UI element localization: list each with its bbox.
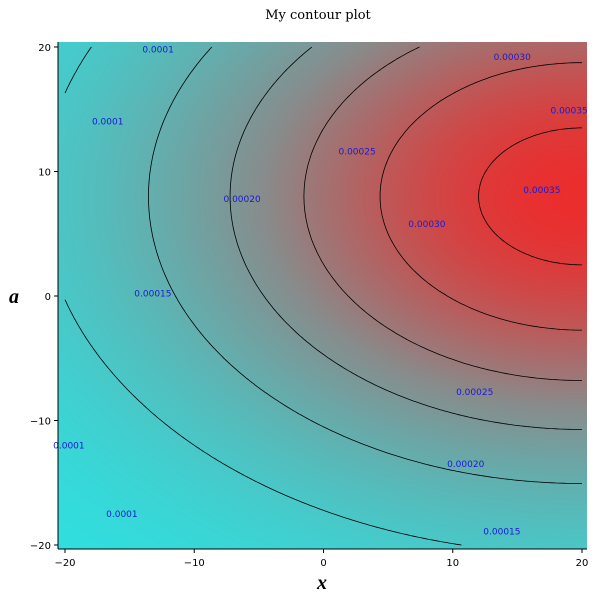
- contour-label: 0.00035: [550, 107, 587, 117]
- contour-line-0.00015: [148, 46, 582, 484]
- heatmap-surface: [58, 42, 587, 549]
- contour-label: 0.00025: [456, 388, 493, 398]
- contour-line-0.0001: [64, 46, 462, 546]
- contour-label: 0.00030: [408, 220, 445, 230]
- contour-label: 0.00020: [447, 460, 484, 470]
- contour-label: 0.0001: [142, 46, 174, 56]
- contour-label: 0.00015: [483, 527, 520, 537]
- y-axis-label: a: [9, 286, 19, 308]
- contour-label: 0.00035: [523, 186, 560, 196]
- x-tick-label: −20: [54, 558, 75, 569]
- x-tick-label: 0: [320, 558, 326, 569]
- y-tick-label: −10: [30, 417, 51, 428]
- y-tick-label: −20: [30, 541, 51, 552]
- contour-label: 0.00015: [134, 290, 171, 300]
- x-axis-label: x: [316, 572, 327, 594]
- contour-line-0.00035: [478, 127, 582, 266]
- contour-label: 0.00025: [338, 148, 375, 158]
- contour-line-0.00020: [229, 46, 582, 430]
- y-axis-ticks: −20 −10 0 10 20: [30, 43, 58, 552]
- y-tick-label: 10: [38, 168, 51, 179]
- contour-label: 0.00020: [223, 195, 260, 205]
- x-tick-label: −10: [184, 558, 205, 569]
- x-tick-label: 20: [576, 558, 589, 569]
- x-tick-label: 10: [446, 558, 459, 569]
- contour-label: 0.0001: [53, 441, 85, 451]
- contour-lines: [64, 46, 582, 546]
- contour-label: 0.0001: [106, 510, 138, 520]
- contour-label: 0.0001: [92, 118, 124, 128]
- contour-labels: 0.0001 0.0001 0.0001 0.0001 0.00015 0.00015 0.…: [53, 46, 588, 538]
- contour-line-0.00025: [303, 46, 582, 381]
- plot-area: 0.0001 0.0001 0.0001 0.0001 0.00015 0.00015 0.…: [53, 42, 588, 549]
- chart-title: My contour plot: [265, 8, 371, 23]
- y-tick-label: 20: [38, 43, 51, 54]
- y-tick-label: 0: [45, 292, 51, 303]
- contour-label: 0.00030: [494, 53, 531, 63]
- contour-line-0.00030: [379, 62, 582, 331]
- x-axis-ticks: −20 −10 0 10 20: [54, 549, 588, 569]
